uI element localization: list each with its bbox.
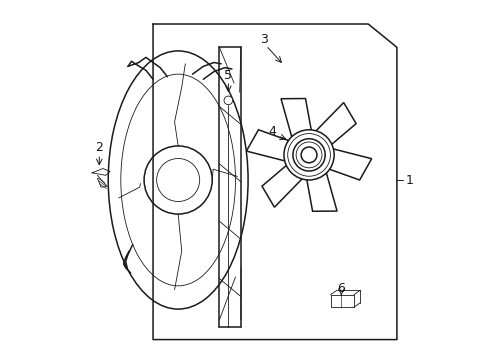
Circle shape	[292, 139, 325, 171]
Polygon shape	[281, 99, 310, 137]
Circle shape	[301, 147, 316, 163]
Polygon shape	[246, 130, 288, 161]
Text: 2: 2	[95, 141, 103, 154]
Polygon shape	[262, 166, 302, 207]
Text: 4: 4	[268, 125, 276, 138]
Text: 1: 1	[405, 174, 413, 186]
Circle shape	[224, 96, 232, 105]
Text: 6: 6	[337, 282, 345, 295]
Text: 5: 5	[224, 69, 232, 82]
Polygon shape	[315, 103, 355, 144]
Text: 3: 3	[260, 33, 267, 46]
Polygon shape	[329, 149, 371, 180]
Circle shape	[284, 130, 333, 180]
Polygon shape	[306, 173, 336, 211]
